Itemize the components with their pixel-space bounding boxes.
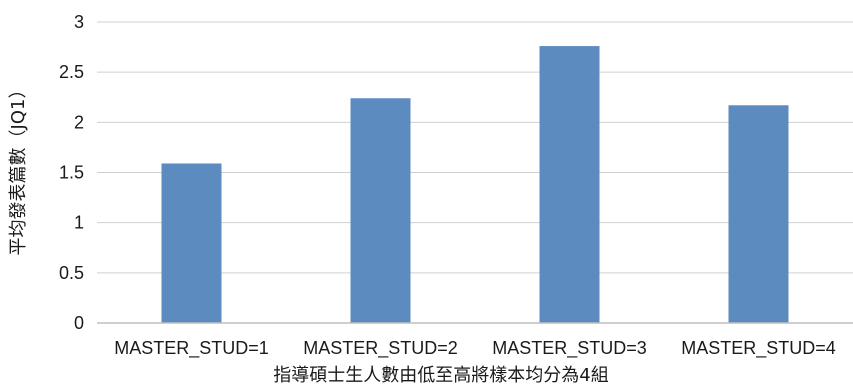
- x-tick-label: MASTER_STUD=4: [681, 338, 836, 359]
- x-tick-label: MASTER_STUD=2: [303, 338, 458, 359]
- bar: [350, 98, 411, 324]
- y-tick-label: 2.5: [59, 62, 84, 82]
- bar: [161, 163, 222, 323]
- y-tick-label: 1.5: [59, 163, 84, 183]
- gridlines: [97, 21, 853, 274]
- y-axis-title: 平均發表篇數（JQ1）: [8, 81, 29, 256]
- y-tick-labels: 0 0.5 1 1.5 2 2.5 3: [59, 12, 84, 333]
- y-tick-label: 2: [74, 112, 84, 132]
- x-tick-labels: MASTER_STUD=1 MASTER_STUD=2 MASTER_STUD=3 M…: [114, 338, 836, 359]
- x-axis-title: 指導碩士生人數由低至高將樣本均分為4組: [273, 365, 608, 386]
- x-tick-label: MASTER_STUD=3: [492, 338, 647, 359]
- x-tick-label: MASTER_STUD=1: [114, 338, 269, 359]
- bar: [728, 105, 789, 323]
- y-tick-label: 1: [74, 213, 84, 233]
- bars: [161, 46, 789, 324]
- bar: [539, 46, 600, 323]
- y-tick-label: 3: [74, 12, 84, 32]
- y-tick-label: 0: [74, 313, 84, 333]
- y-tick-label: 0.5: [59, 263, 84, 283]
